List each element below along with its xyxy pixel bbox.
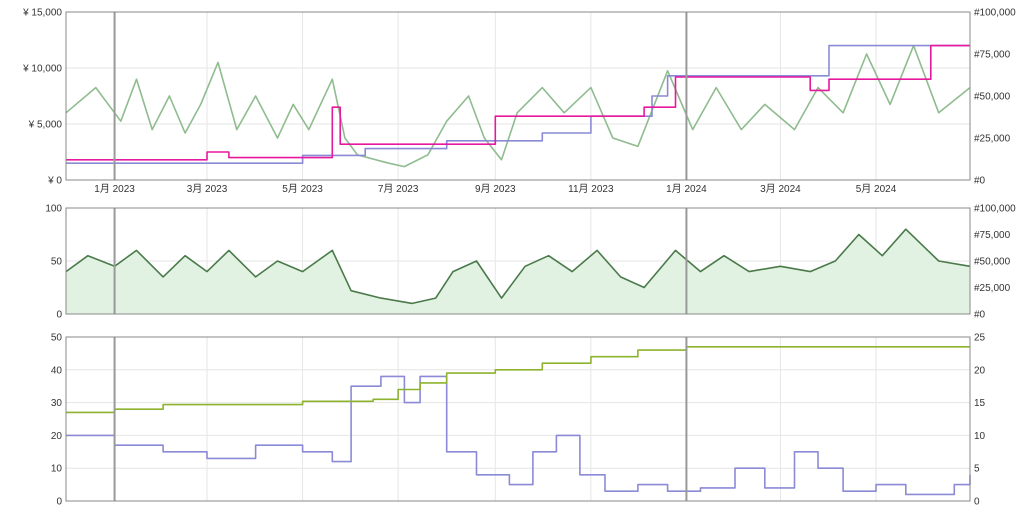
y-right-tick-label: 20 <box>974 365 986 376</box>
y-right-tick-label: #100,000 <box>974 8 1016 19</box>
y-right-tick-label: #0 <box>974 310 986 321</box>
x-tick-label: 7月 2023 <box>378 183 419 195</box>
y-left-tick-label: ¥ 0 <box>47 176 62 187</box>
y-left-tick-label: 0 <box>56 310 62 321</box>
x-tick-label: 1月 2023 <box>94 183 135 195</box>
x-tick-label: 3月 2023 <box>187 183 228 195</box>
series-line-2 <box>66 44 970 164</box>
y-right-tick-label: #50,000 <box>974 257 1011 268</box>
y-left-tick-label: 10 <box>51 464 63 475</box>
y-right-tick-label: #75,000 <box>974 230 1011 241</box>
series-line-3 <box>66 44 970 161</box>
y-left-tick-label: 50 <box>51 333 63 344</box>
y-right-tick-label: 5 <box>974 464 980 475</box>
x-tick-label: 1月 2024 <box>666 183 707 195</box>
panel-frame <box>65 11 971 181</box>
y-right-tick-label: #25,000 <box>974 283 1011 294</box>
y-right-tick-label: #0 <box>974 176 986 187</box>
y-right-tick-label: #75,000 <box>974 50 1011 61</box>
y-right-tick-label: 25 <box>974 333 986 344</box>
series-line-1 <box>65 228 971 305</box>
y-left-tick-label: 50 <box>51 257 63 268</box>
y-left-tick-label: ¥ 15,000 <box>22 8 62 19</box>
y-left-tick-label: 0 <box>56 497 62 508</box>
y-right-tick-label: 10 <box>974 431 986 442</box>
y-right-tick-label: #50,000 <box>974 92 1011 103</box>
y-left-tick-label: 20 <box>51 431 63 442</box>
series-line-1 <box>66 375 971 496</box>
y-right-tick-label: 15 <box>974 398 986 409</box>
panel-frame <box>65 207 971 315</box>
y-left-tick-label: 100 <box>45 204 62 215</box>
y-left-tick-label: ¥ 10,000 <box>22 64 62 75</box>
series-line-2 <box>66 346 970 414</box>
panel-frame <box>65 336 971 502</box>
y-left-tick-label: ¥ 5,000 <box>28 120 63 131</box>
series-area-fill <box>66 229 970 314</box>
y-left-tick-label: 30 <box>51 398 63 409</box>
x-tick-label: 3月 2024 <box>760 183 801 195</box>
x-tick-label: 5月 2024 <box>856 183 897 195</box>
x-tick-label: 11月 2023 <box>568 183 614 195</box>
series-line-1 <box>65 44 971 168</box>
x-tick-label: 9月 2023 <box>475 183 516 195</box>
y-right-tick-label: #100,000 <box>974 204 1016 215</box>
x-tick-label: 5月 2023 <box>282 183 323 195</box>
y-right-tick-label: #25,000 <box>974 134 1011 145</box>
y-right-tick-label: 0 <box>974 497 980 508</box>
y-left-tick-label: 40 <box>51 365 63 376</box>
